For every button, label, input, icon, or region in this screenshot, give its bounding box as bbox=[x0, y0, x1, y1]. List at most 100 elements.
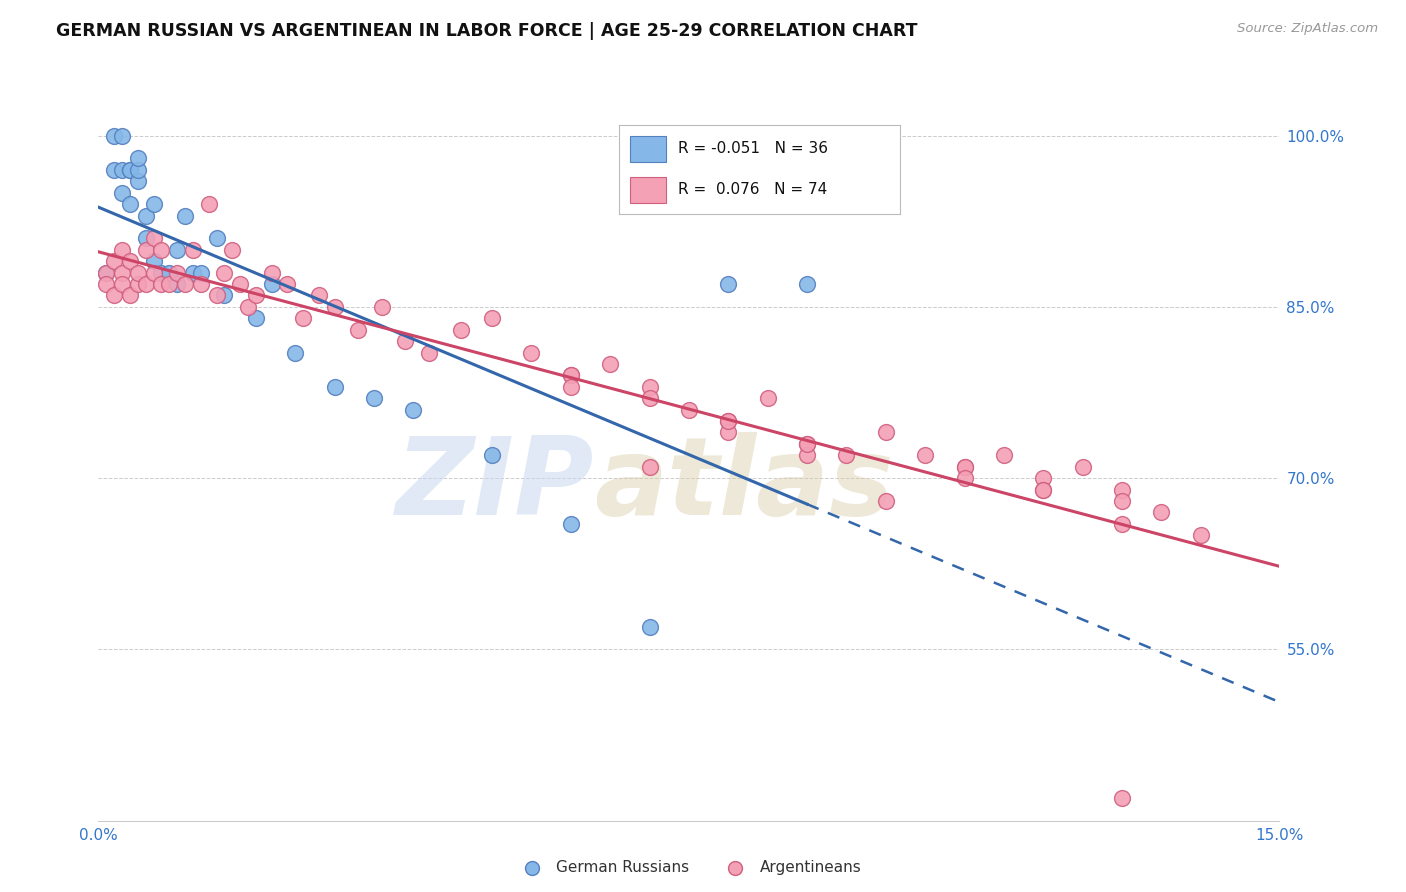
Point bbox=[1071, 459, 1094, 474]
Text: Source: ZipAtlas.com: Source: ZipAtlas.com bbox=[1237, 22, 1378, 36]
Point bbox=[678, 402, 700, 417]
Point bbox=[214, 288, 236, 302]
Point bbox=[402, 402, 425, 417]
Point bbox=[127, 277, 149, 291]
Point bbox=[875, 425, 897, 440]
Point bbox=[260, 277, 283, 291]
Point bbox=[111, 243, 134, 257]
Point bbox=[1032, 483, 1054, 497]
Point bbox=[1111, 483, 1133, 497]
Point bbox=[560, 368, 582, 383]
Point bbox=[166, 243, 188, 257]
Point bbox=[953, 459, 976, 474]
Bar bbox=[630, 136, 666, 162]
Point bbox=[142, 254, 165, 268]
Point bbox=[229, 277, 252, 291]
Point bbox=[157, 266, 180, 280]
Point bbox=[418, 345, 440, 359]
Point bbox=[127, 174, 149, 188]
Point bbox=[371, 300, 394, 314]
Point bbox=[214, 266, 236, 280]
Point bbox=[135, 231, 157, 245]
Legend: German Russians, Argentineans: German Russians, Argentineans bbox=[510, 854, 868, 880]
Point bbox=[96, 277, 118, 291]
Point bbox=[103, 288, 125, 302]
Point bbox=[953, 471, 976, 485]
Point bbox=[717, 414, 740, 428]
Point bbox=[142, 197, 165, 211]
Point bbox=[717, 414, 740, 428]
Point bbox=[111, 277, 134, 291]
Point bbox=[1111, 790, 1133, 805]
Point bbox=[1111, 494, 1133, 508]
Point bbox=[166, 266, 188, 280]
Point bbox=[796, 437, 818, 451]
Point bbox=[1032, 471, 1054, 485]
Point bbox=[103, 162, 125, 177]
Point bbox=[118, 162, 141, 177]
Point bbox=[953, 459, 976, 474]
Point bbox=[450, 323, 472, 337]
Point bbox=[717, 277, 740, 291]
Point bbox=[717, 425, 740, 440]
Point bbox=[638, 459, 661, 474]
Point bbox=[599, 357, 621, 371]
Point bbox=[875, 494, 897, 508]
Point bbox=[111, 186, 134, 200]
Point bbox=[756, 391, 779, 405]
Point bbox=[118, 288, 141, 302]
Point bbox=[276, 277, 298, 291]
Bar bbox=[630, 177, 666, 203]
Point bbox=[150, 243, 173, 257]
Point bbox=[118, 162, 141, 177]
Point bbox=[560, 516, 582, 531]
Point bbox=[135, 277, 157, 291]
Point bbox=[127, 162, 149, 177]
Point bbox=[205, 288, 228, 302]
Text: R = -0.051   N = 36: R = -0.051 N = 36 bbox=[678, 142, 828, 156]
Point bbox=[174, 277, 197, 291]
Point bbox=[96, 266, 118, 280]
Point bbox=[135, 243, 157, 257]
Point bbox=[560, 368, 582, 383]
Point bbox=[103, 254, 125, 268]
Point bbox=[481, 448, 503, 462]
Point bbox=[638, 380, 661, 394]
Point bbox=[150, 266, 173, 280]
Point bbox=[205, 231, 228, 245]
Point bbox=[190, 277, 212, 291]
Point bbox=[993, 448, 1015, 462]
Point bbox=[914, 448, 936, 462]
Point bbox=[260, 266, 283, 280]
Point bbox=[520, 345, 543, 359]
Point bbox=[150, 277, 173, 291]
Point bbox=[103, 128, 125, 143]
Point bbox=[135, 209, 157, 223]
Point bbox=[835, 448, 858, 462]
Text: GERMAN RUSSIAN VS ARGENTINEAN IN LABOR FORCE | AGE 25-29 CORRELATION CHART: GERMAN RUSSIAN VS ARGENTINEAN IN LABOR F… bbox=[56, 22, 918, 40]
Point bbox=[1189, 528, 1212, 542]
Point bbox=[796, 448, 818, 462]
Point bbox=[394, 334, 416, 348]
Point bbox=[127, 152, 149, 166]
Text: ZIP: ZIP bbox=[396, 433, 595, 538]
Point bbox=[323, 380, 346, 394]
Point bbox=[142, 231, 165, 245]
Point bbox=[174, 209, 197, 223]
Point bbox=[284, 345, 307, 359]
Point bbox=[1111, 516, 1133, 531]
Text: atlas: atlas bbox=[595, 433, 894, 538]
Point bbox=[111, 266, 134, 280]
Point bbox=[1150, 505, 1173, 519]
Point bbox=[481, 311, 503, 326]
Point bbox=[181, 243, 204, 257]
Point bbox=[245, 288, 267, 302]
Point bbox=[560, 380, 582, 394]
Point bbox=[157, 277, 180, 291]
Point bbox=[308, 288, 330, 302]
Point bbox=[363, 391, 385, 405]
Point bbox=[197, 197, 219, 211]
Point bbox=[190, 266, 212, 280]
Point bbox=[796, 437, 818, 451]
Point bbox=[347, 323, 370, 337]
